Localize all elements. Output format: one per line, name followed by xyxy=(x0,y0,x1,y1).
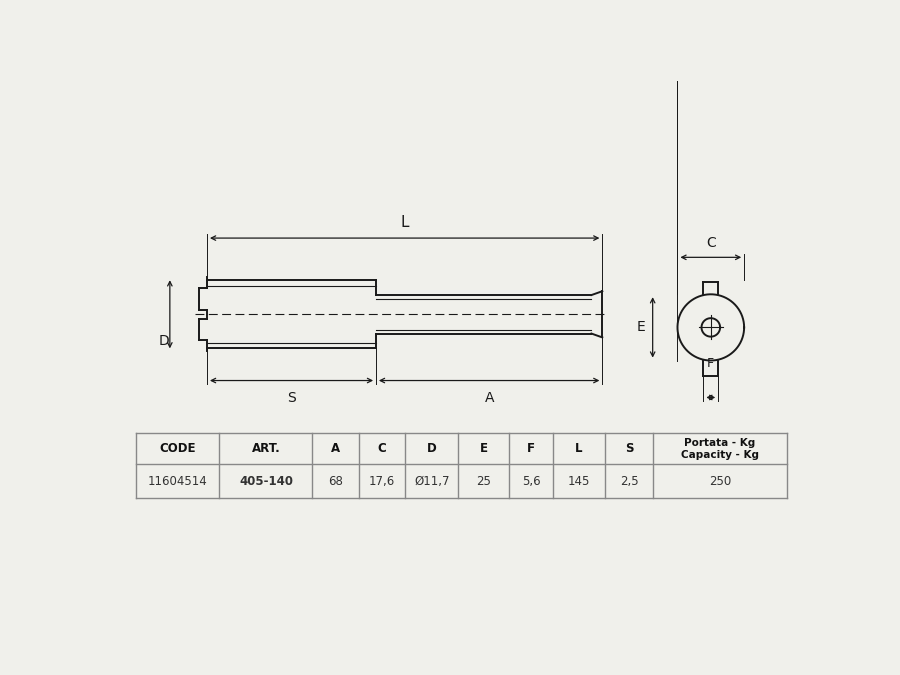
Text: ART.: ART. xyxy=(252,442,280,455)
Text: 250: 250 xyxy=(709,475,731,488)
Text: S: S xyxy=(626,442,634,455)
Text: S: S xyxy=(287,391,296,404)
Text: L: L xyxy=(575,442,583,455)
Text: Capacity - Kg: Capacity - Kg xyxy=(681,450,759,460)
Text: 11604514: 11604514 xyxy=(148,475,208,488)
Text: Ø11,7: Ø11,7 xyxy=(414,475,450,488)
Text: 68: 68 xyxy=(328,475,343,488)
Text: A: A xyxy=(331,442,340,455)
Text: D: D xyxy=(158,334,169,348)
Text: 145: 145 xyxy=(568,475,590,488)
Text: CODE: CODE xyxy=(159,442,196,455)
Text: 2,5: 2,5 xyxy=(620,475,639,488)
Text: 405-140: 405-140 xyxy=(239,475,293,488)
Text: E: E xyxy=(480,442,488,455)
Text: C: C xyxy=(378,442,387,455)
Text: E: E xyxy=(636,321,645,334)
Text: L: L xyxy=(400,215,409,230)
Text: 25: 25 xyxy=(476,475,491,488)
Text: 5,6: 5,6 xyxy=(522,475,540,488)
Text: D: D xyxy=(427,442,436,455)
Text: 17,6: 17,6 xyxy=(369,475,395,488)
Text: C: C xyxy=(706,236,716,250)
Text: F: F xyxy=(707,357,715,370)
Text: F: F xyxy=(527,442,535,455)
Text: Portata - Kg: Portata - Kg xyxy=(685,437,756,448)
Text: A: A xyxy=(484,391,494,404)
